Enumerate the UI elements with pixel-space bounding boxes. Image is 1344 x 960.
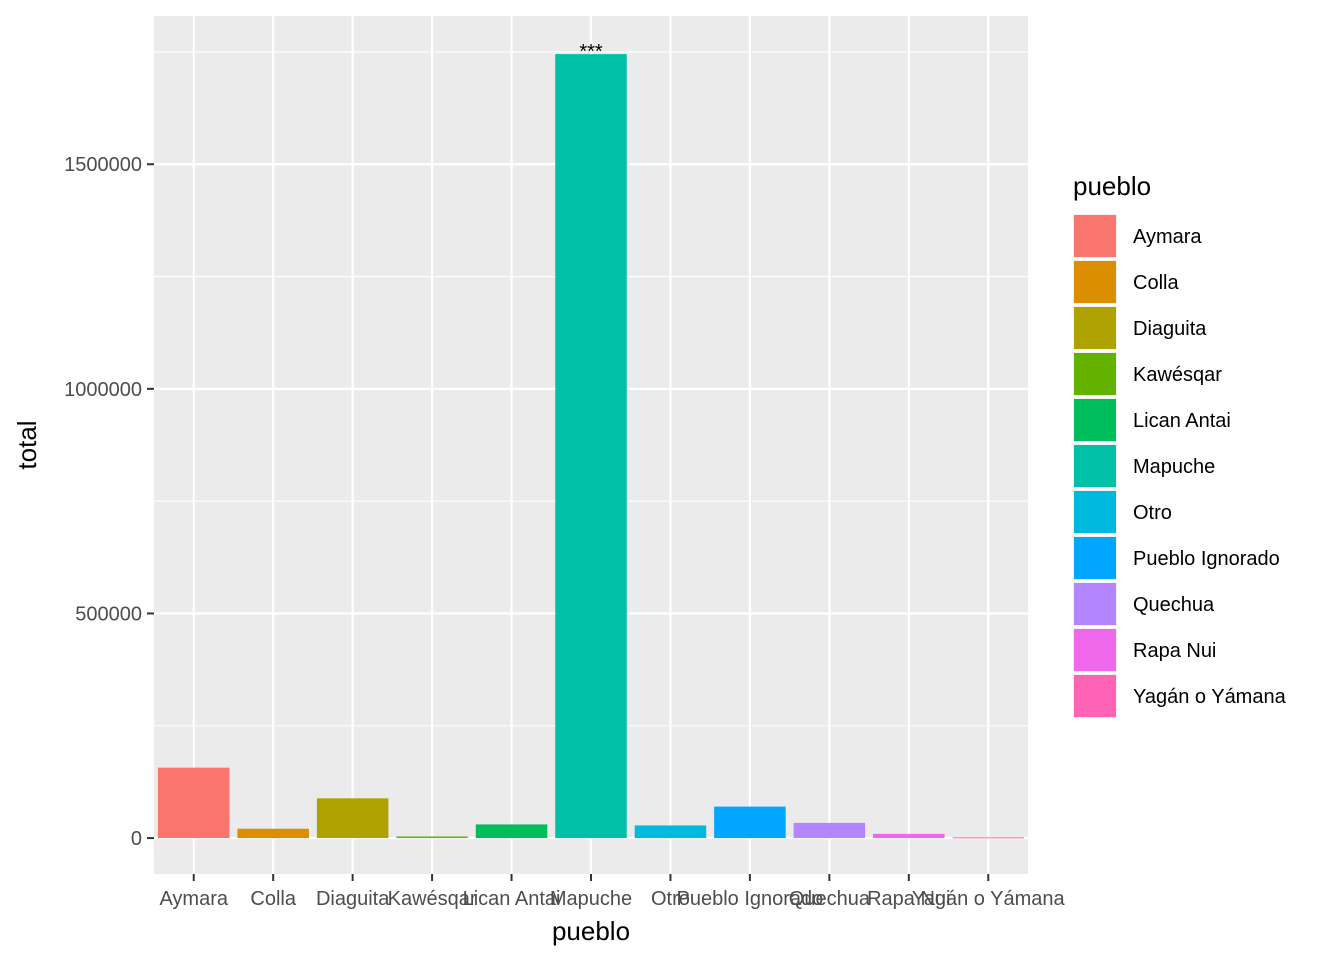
y-tick-label: 1500000	[64, 154, 142, 176]
legend-key-swatch	[1074, 399, 1116, 441]
x-tick-label: Rapa Nui	[867, 888, 950, 910]
x-tick-label: Aymara	[159, 888, 228, 910]
legend-label: Yagán o Yámana	[1133, 686, 1287, 708]
legend-key-swatch	[1074, 537, 1116, 579]
legend-title: pueblo	[1073, 171, 1151, 201]
legend-key-swatch	[1074, 675, 1116, 717]
bar	[555, 54, 627, 839]
bar	[396, 836, 468, 839]
legend-label: Mapuche	[1133, 456, 1215, 478]
legend-key-swatch	[1074, 629, 1116, 671]
y-axis: 0 500000 1000000 1500000	[64, 154, 154, 850]
y-tick-label: 500000	[75, 603, 142, 625]
x-tick-label: Yagán o Yámana	[912, 888, 1066, 910]
legend-label: Lican Antai	[1133, 410, 1231, 432]
legend-label: Aymara	[1133, 226, 1202, 248]
bars	[157, 54, 1025, 839]
bar	[237, 828, 309, 839]
bar	[316, 798, 389, 839]
y-axis-title: total	[12, 420, 42, 469]
x-axis-title: pueblo	[552, 916, 630, 946]
legend-label: Pueblo Ignorado	[1133, 548, 1280, 570]
legend-key-swatch	[1074, 261, 1116, 303]
legend-key-swatch	[1074, 307, 1116, 349]
legend-label: Quechua	[1133, 594, 1215, 616]
legend-key-swatch	[1074, 445, 1116, 487]
x-tick-label: Lican Antai	[463, 888, 561, 910]
bar	[952, 837, 1025, 839]
bar	[634, 825, 707, 839]
bar	[714, 806, 786, 839]
legend-label: Rapa Nui	[1133, 640, 1216, 662]
x-tick-label: Quechua	[789, 888, 871, 910]
bar	[157, 767, 230, 839]
bar	[873, 833, 945, 839]
bar	[793, 822, 866, 839]
x-tick-label: Diaguita	[316, 888, 390, 910]
x-tick-label: Otro	[651, 888, 690, 910]
legend-label: Kawésqar	[1133, 364, 1222, 386]
x-tick-label: Mapuche	[550, 888, 632, 910]
legend-label: Otro	[1133, 502, 1172, 524]
legend: pueblo Aymara Colla Diaguita Kawésqar Lican …	[1073, 171, 1287, 718]
legend-key-swatch	[1074, 353, 1116, 395]
legend-key-swatch	[1074, 215, 1116, 257]
legend-label: Colla	[1133, 272, 1179, 294]
x-tick-label: Pueblo Ignorado	[677, 888, 824, 910]
y-tick-label: 1000000	[64, 379, 142, 401]
y-tick-label: 0	[131, 828, 142, 850]
legend-label: Diaguita	[1133, 318, 1207, 340]
x-tick-label: Kawésqar	[388, 888, 477, 910]
annotations: ***	[579, 41, 603, 63]
bar-annotation: ***	[579, 41, 603, 63]
bar	[475, 824, 548, 839]
x-tick-label: Colla	[250, 888, 296, 910]
legend-key-swatch	[1074, 583, 1116, 625]
legend-key-swatch	[1074, 491, 1116, 533]
